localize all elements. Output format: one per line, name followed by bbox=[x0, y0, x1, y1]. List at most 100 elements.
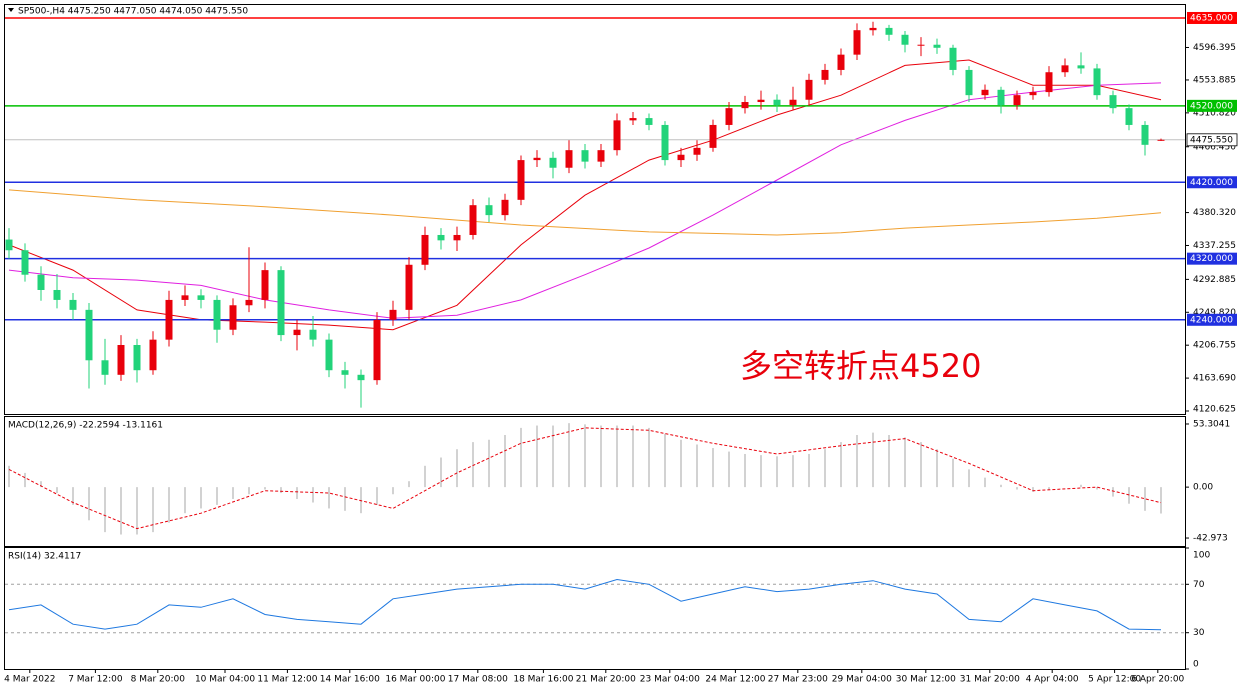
y-tick-label: 0.00 bbox=[1193, 483, 1213, 493]
x-tick-label: 23 Mar 04:00 bbox=[640, 675, 700, 685]
candle-body bbox=[5, 239, 13, 251]
candle-body bbox=[101, 360, 109, 375]
candle-body bbox=[261, 270, 269, 300]
candle-body bbox=[853, 30, 861, 55]
last-price-label: 4475.550 bbox=[1190, 135, 1233, 145]
y-tick-label: 53.3041 bbox=[1193, 420, 1230, 430]
candle-body bbox=[933, 44, 941, 48]
candle-body bbox=[373, 319, 381, 381]
level-label: 4320.000 bbox=[1190, 254, 1233, 264]
candle-body bbox=[197, 295, 205, 300]
candle-body bbox=[421, 234, 429, 265]
candle-body bbox=[645, 118, 653, 125]
x-tick-label: 17 Mar 08:00 bbox=[448, 675, 508, 685]
candle-body bbox=[37, 274, 45, 290]
x-tick-label: 10 Mar 04:00 bbox=[195, 675, 255, 685]
dropdown-icon bbox=[8, 8, 14, 12]
candle-body bbox=[1061, 65, 1069, 73]
candle-body bbox=[405, 264, 413, 310]
candle-body bbox=[277, 270, 285, 336]
candle-body bbox=[677, 154, 685, 161]
x-tick-label: 4 Apr 04:00 bbox=[1026, 675, 1079, 685]
level-label: 4520.000 bbox=[1190, 101, 1233, 111]
candle-body bbox=[21, 250, 29, 275]
x-tick-label: 8 Mar 20:00 bbox=[131, 675, 186, 685]
candle-body bbox=[309, 329, 317, 340]
candle-body bbox=[1157, 139, 1165, 141]
x-tick-label: 29 Mar 04:00 bbox=[832, 675, 892, 685]
level-tag bbox=[1187, 99, 1237, 112]
candle-body bbox=[709, 124, 717, 148]
candle-body bbox=[53, 289, 61, 300]
main-panel-frame bbox=[4, 4, 1186, 415]
level-tag bbox=[1187, 176, 1237, 189]
candle-body bbox=[133, 345, 141, 371]
y-tick-label: 70 bbox=[1193, 580, 1205, 590]
x-tick-label: 18 Mar 16:00 bbox=[513, 675, 573, 685]
candle-body bbox=[821, 69, 829, 80]
x-tick-label: 24 Mar 12:00 bbox=[705, 675, 765, 685]
candle-body bbox=[741, 102, 749, 109]
rsi-line bbox=[8, 578, 1162, 631]
rsi-title: RSI(14) 32.4117 bbox=[8, 552, 81, 562]
signal-line bbox=[8, 427, 1162, 530]
candle-body bbox=[149, 339, 157, 371]
candle-body bbox=[565, 150, 573, 168]
candle-body bbox=[949, 47, 957, 70]
y-tick-label: 4337.255 bbox=[1193, 241, 1236, 251]
macd-panel-frame bbox=[4, 416, 1186, 547]
candle-body bbox=[805, 79, 813, 100]
candle-body bbox=[629, 118, 637, 121]
x-tick-label: 7 Mar 12:00 bbox=[68, 675, 123, 685]
candle-body bbox=[1125, 108, 1133, 125]
level-label: 4420.000 bbox=[1190, 178, 1233, 188]
candle-body bbox=[165, 299, 173, 340]
y-tick-label: 4292.885 bbox=[1193, 275, 1236, 285]
y-tick-label: 4380.320 bbox=[1193, 208, 1236, 218]
main-title: SP500-,H4 4475.250 4477.050 4474.050 447… bbox=[18, 7, 248, 17]
last-price-tag bbox=[1186, 133, 1238, 147]
y-tick-label: 4163.690 bbox=[1193, 374, 1236, 384]
candle-body bbox=[501, 199, 509, 216]
moving-average bbox=[8, 189, 1162, 236]
y-tick-label: 4120.625 bbox=[1193, 405, 1236, 415]
y-tick-label: 4249.820 bbox=[1193, 308, 1236, 318]
x-tick-label: 31 Mar 20:00 bbox=[960, 675, 1020, 685]
candle-body bbox=[69, 299, 77, 310]
candle-body bbox=[357, 374, 365, 381]
candle-body bbox=[1093, 68, 1101, 96]
candle-body bbox=[773, 99, 781, 106]
y-tick-label: 0 bbox=[1193, 660, 1199, 670]
x-tick-label: 30 Mar 12:00 bbox=[896, 675, 956, 685]
x-tick-label: 5 Apr 12:00 bbox=[1088, 675, 1141, 685]
candle-body bbox=[837, 54, 845, 70]
x-tick-label: 27 Mar 23:00 bbox=[768, 675, 828, 685]
y-tick-label: 100 bbox=[1193, 551, 1210, 561]
candle-body bbox=[613, 120, 621, 151]
y-tick-label: 4553.885 bbox=[1193, 75, 1236, 85]
candle-body bbox=[213, 299, 221, 330]
candle-body bbox=[1077, 65, 1085, 69]
candle-body bbox=[229, 305, 237, 330]
candle-body bbox=[693, 147, 701, 155]
y-tick-label: 4466.450 bbox=[1193, 142, 1236, 152]
level-tag bbox=[1187, 11, 1237, 24]
candle-body bbox=[293, 329, 301, 336]
candle-body bbox=[1013, 95, 1021, 106]
candle-body bbox=[325, 339, 333, 371]
candle-body bbox=[597, 150, 605, 162]
candle-body bbox=[549, 157, 557, 168]
candle-body bbox=[1141, 124, 1149, 145]
candle-body bbox=[997, 89, 1005, 106]
x-tick-label: 21 Mar 20:00 bbox=[576, 675, 636, 685]
candle-body bbox=[485, 205, 493, 216]
candle-body bbox=[181, 295, 189, 300]
x-tick-label: 4 Mar 2022 bbox=[4, 675, 55, 685]
candle-body bbox=[725, 108, 733, 125]
candle-body bbox=[757, 99, 765, 103]
candle-body bbox=[453, 234, 461, 241]
candle-body bbox=[85, 309, 93, 361]
candle-body bbox=[869, 27, 877, 31]
